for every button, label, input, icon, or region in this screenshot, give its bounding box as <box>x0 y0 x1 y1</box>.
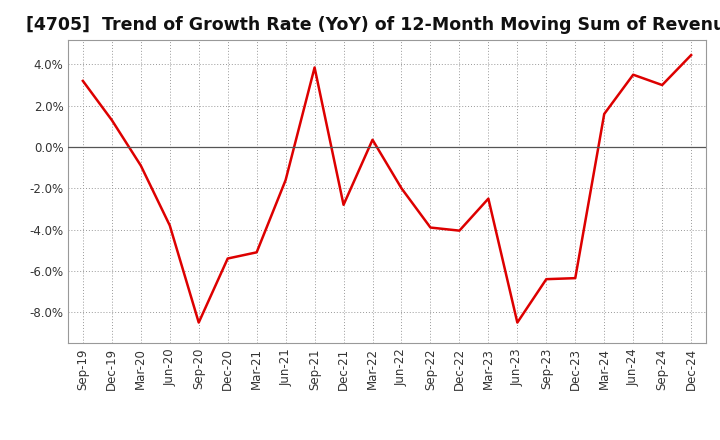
Title: [4705]  Trend of Growth Rate (YoY) of 12-Month Moving Sum of Revenues: [4705] Trend of Growth Rate (YoY) of 12-… <box>26 16 720 34</box>
